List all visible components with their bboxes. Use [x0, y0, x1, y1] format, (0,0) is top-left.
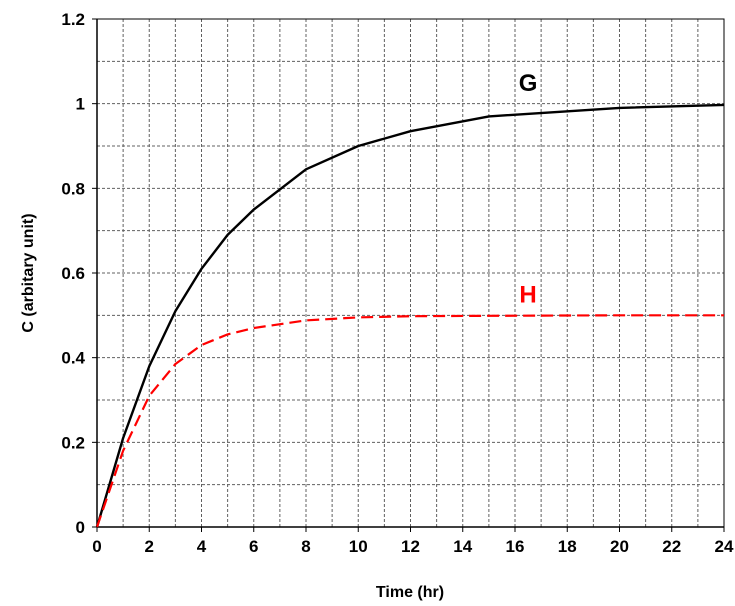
x-tick-label: 12: [401, 537, 420, 556]
x-tick-label: 2: [145, 537, 154, 556]
x-tick-label: 22: [662, 537, 681, 556]
y-tick-label: 0: [76, 518, 85, 537]
y-tick-label: 0.2: [61, 433, 85, 452]
series-label-h: H: [519, 282, 536, 309]
x-tick-label: 4: [197, 537, 207, 556]
x-tick-label: 20: [610, 537, 629, 556]
x-axis-title: Time (hr): [376, 584, 444, 601]
x-tick-label: 16: [506, 537, 525, 556]
series-line-g: [95, 103, 725, 528]
y-tick-label: 1: [76, 95, 85, 114]
y-axis-title: C (arbitary unit): [20, 213, 37, 332]
series-lines: [95, 103, 725, 528]
y-tick-label: 0.6: [61, 264, 85, 283]
y-tick-label: 1.2: [61, 10, 85, 29]
series-labels: GH: [519, 70, 538, 309]
x-tick-label: 14: [453, 537, 472, 556]
x-tick-label: 24: [715, 537, 734, 556]
x-tick-label: 6: [249, 537, 258, 556]
y-tick-label: 0.4: [61, 349, 85, 368]
x-tick-label: 18: [558, 537, 577, 556]
x-tick-label: 10: [349, 537, 368, 556]
y-tick-label: 0.8: [61, 179, 85, 198]
x-tick-label: 8: [301, 537, 310, 556]
series-label-g: G: [519, 70, 538, 97]
series-line-h: [95, 314, 724, 528]
grid: [97, 19, 724, 527]
x-tick-label: 0: [92, 537, 101, 556]
